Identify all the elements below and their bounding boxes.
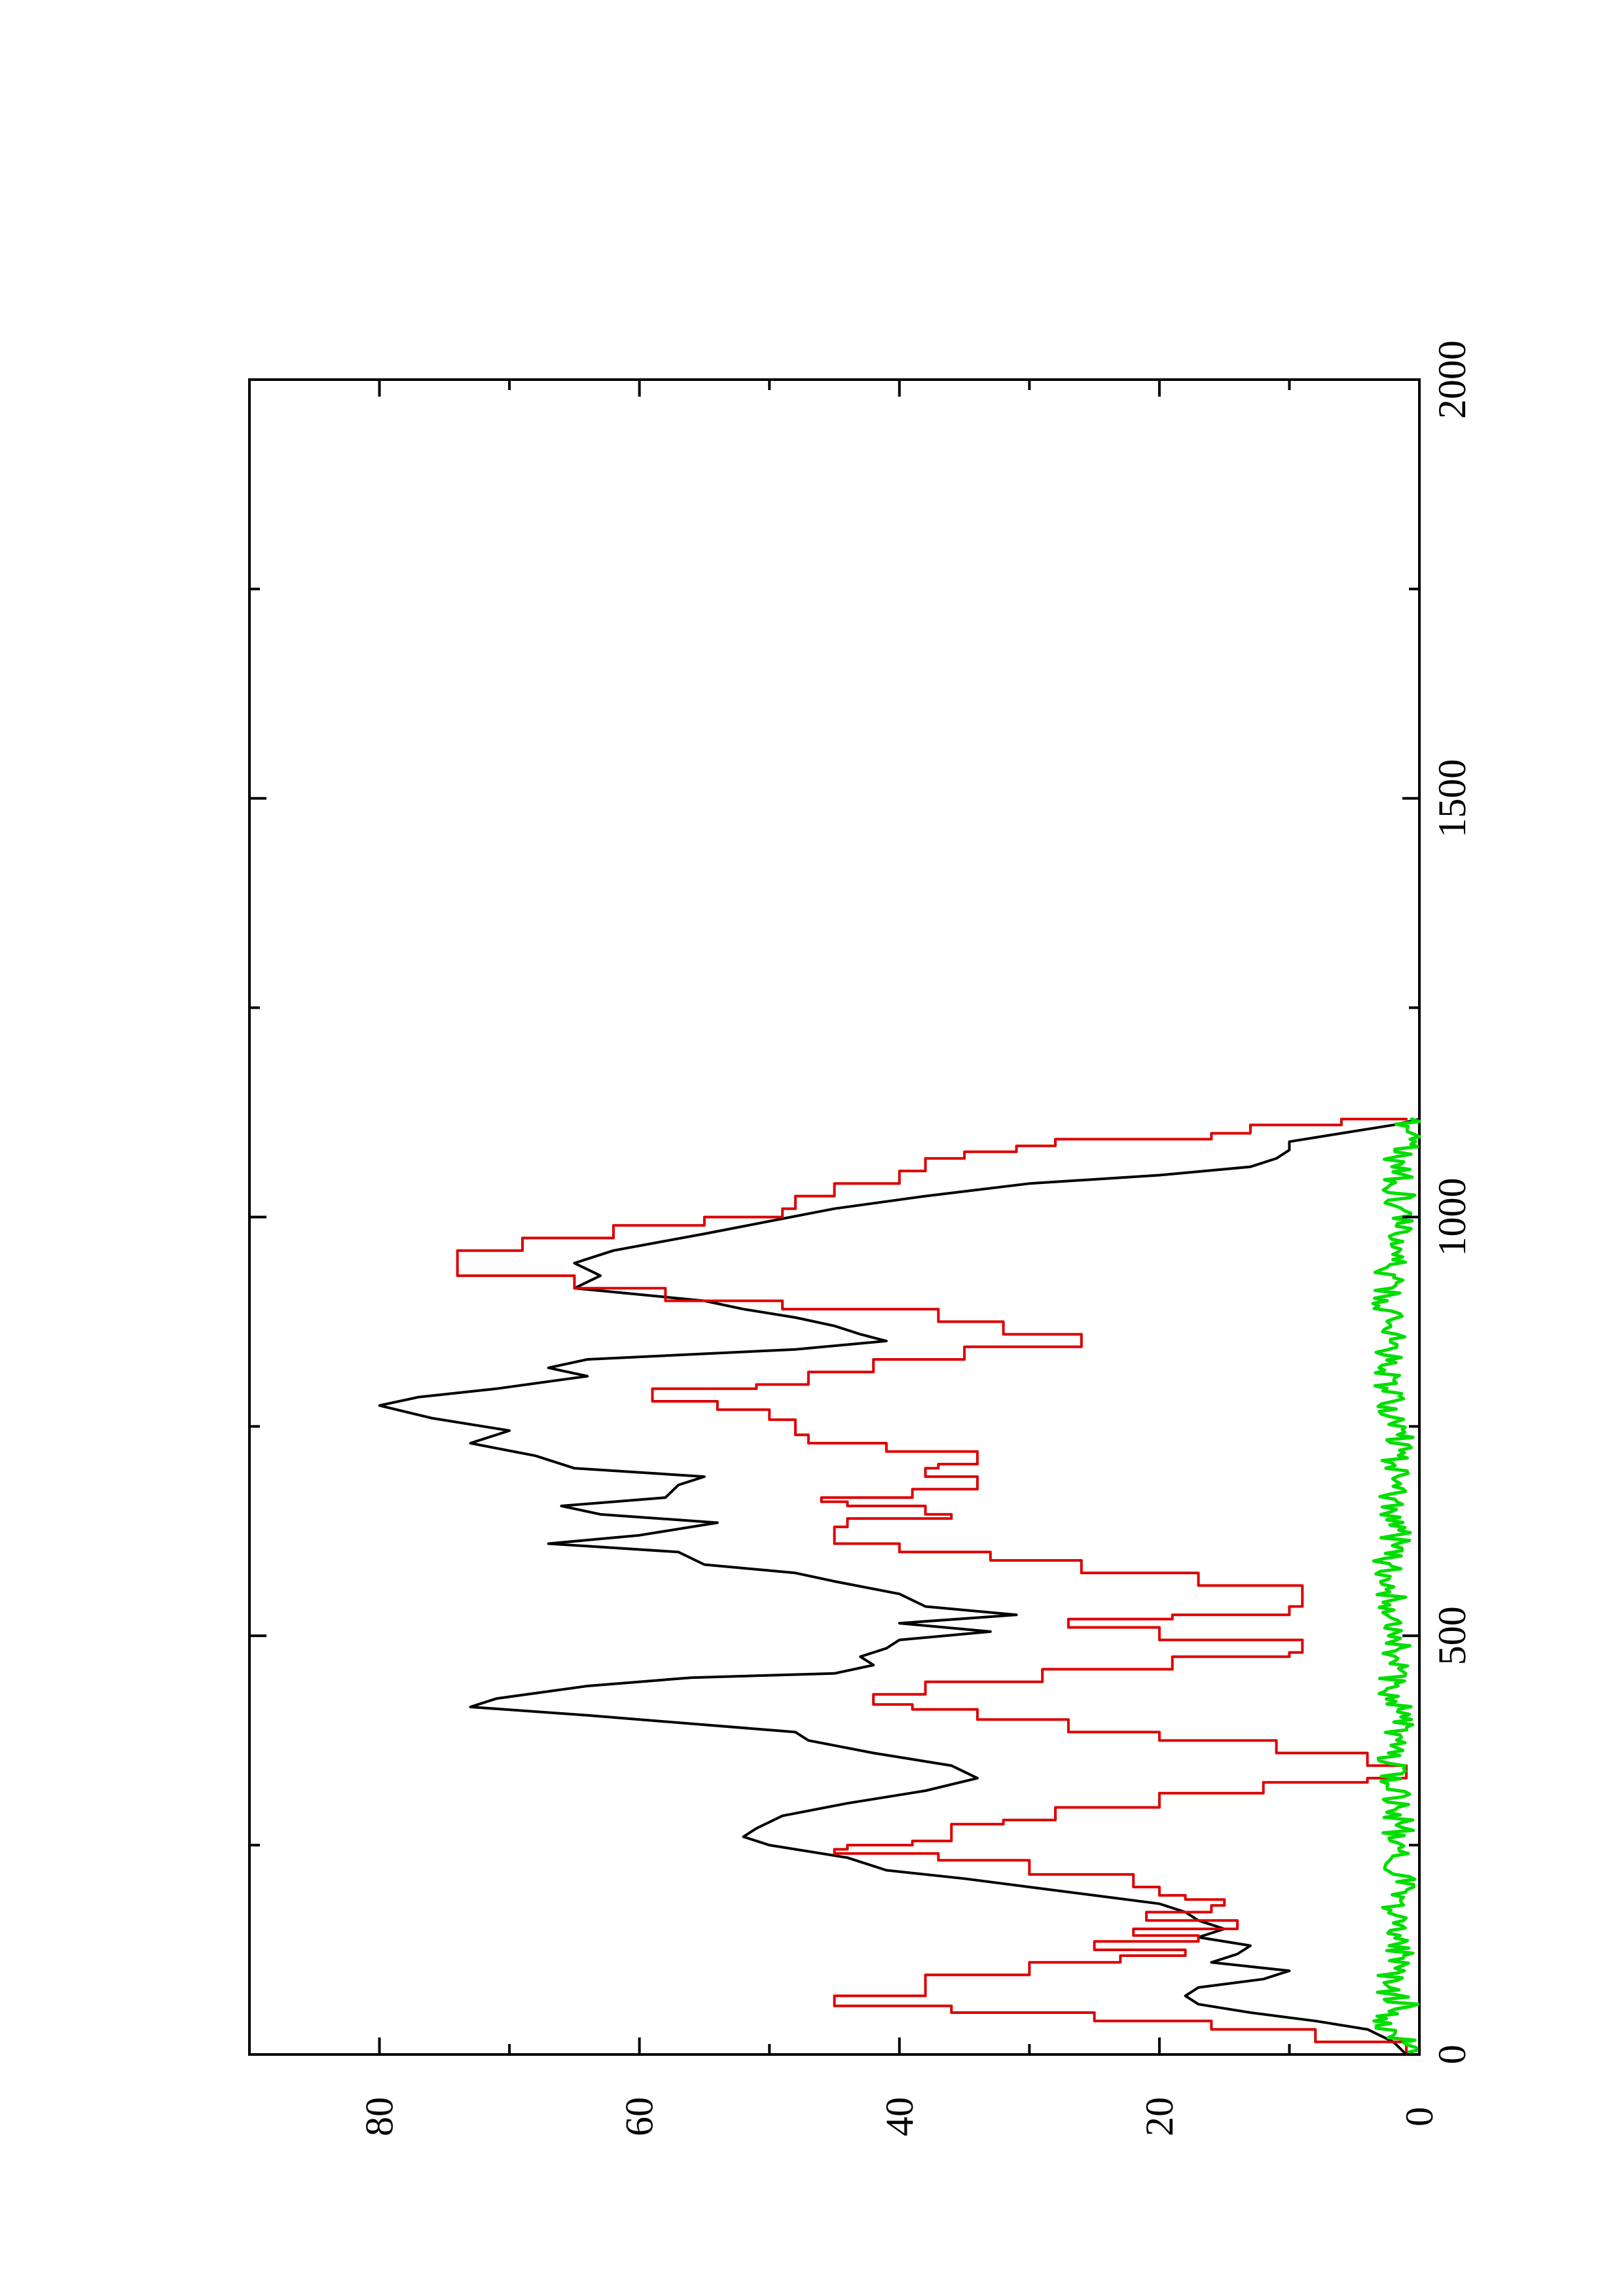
series-red-line [456, 1117, 1408, 2056]
axis-layer: 0 500 1000 1500 2000 0 20 40 60 80 [249, 340, 1474, 2136]
x-tick-label: 0 [1431, 2045, 1474, 2064]
x-tick-label: 500 [1431, 1606, 1474, 1665]
y-tick-label: 40 [878, 2097, 921, 2136]
series-layer [378, 1117, 1421, 2056]
y-tick-label: 80 [358, 2097, 401, 2136]
x-tick-label: 1000 [1431, 1178, 1474, 1257]
x-tick-label: 2000 [1431, 340, 1474, 419]
series-green-line [1371, 1117, 1421, 2056]
x-tick-label: 1500 [1431, 759, 1474, 838]
y-tick-label: 0 [1398, 2107, 1441, 2126]
y-tick-label: 60 [618, 2097, 661, 2136]
y-tick-label: 20 [1138, 2097, 1181, 2136]
